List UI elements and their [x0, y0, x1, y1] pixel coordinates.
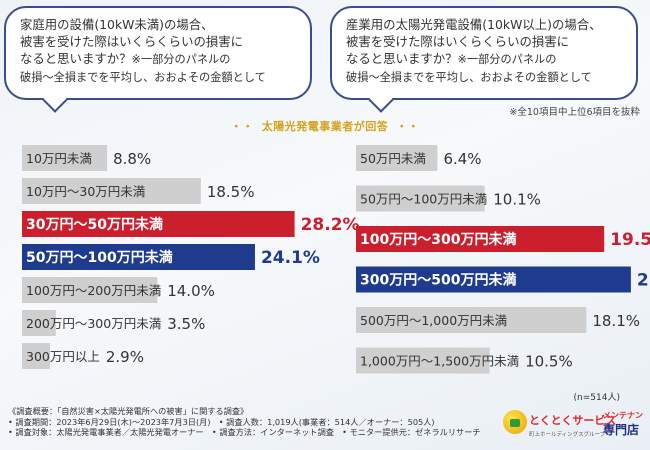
- bar: [22, 277, 158, 303]
- logo-maintenance: メンテナンス: [603, 411, 643, 431]
- bar: [22, 211, 295, 237]
- survey-overview: 《調査概要：「自然災害×太陽光発電所への被害」に関する調査》 • 調査期間：20…: [8, 406, 481, 438]
- bar: [22, 178, 201, 204]
- bar: [356, 145, 438, 171]
- bar: [22, 244, 255, 270]
- value-label: 24.1%: [261, 248, 320, 268]
- bar: [356, 347, 490, 374]
- category-label: 30万円〜50万円未満: [26, 216, 163, 233]
- category-label: 10万円〜30万円未満: [26, 184, 145, 199]
- question-line: 家庭用の設備(10kW未満)の場合、: [20, 17, 214, 32]
- bar: [356, 307, 587, 333]
- survey-line: • 調査期間：2023年6月29日(木)〜2023年7月3日(月) • 調査人数…: [8, 416, 435, 427]
- bar: [22, 343, 51, 369]
- survey-line: • 調査対象：太陽光発電事業者／太陽光発電オーナー • 調査方法：インターネット…: [8, 427, 481, 438]
- question-note: 破損〜全損までを平均し、おおよその金額として: [20, 70, 266, 84]
- question-line: 被害を受けた際はいくらくらいの損害に: [20, 34, 244, 50]
- company-logo: とくとくサービス 町上ホールディングスグループ メンテナンス 専門店: [503, 408, 645, 446]
- value-label: 2.9%: [106, 348, 144, 366]
- value-label: 3.5%: [167, 315, 205, 333]
- value-label: 6.4%: [443, 150, 481, 168]
- category-label: 300万円〜500万円未満: [360, 272, 516, 289]
- question-line: 産業用の太陽光発電設備(10kW以上)の場合、: [346, 17, 602, 32]
- value-label: 18.5%: [207, 183, 255, 201]
- value-label: 10.5%: [525, 353, 573, 371]
- chart-household: 10万円未満 8.8% 10万円〜30万円未満 18.5% 30万円〜50万円未満 28.…: [22, 145, 360, 369]
- logo-brand: とくとくサービス: [529, 414, 617, 427]
- value-label: 28.2%: [301, 215, 360, 235]
- category-label: 50万円〜100万円未満: [360, 192, 487, 207]
- value-label: 14.0%: [167, 282, 215, 300]
- category-label: 50万円未満: [360, 151, 426, 166]
- value-label: 21.6%: [637, 271, 650, 291]
- top-items-footnote: ※全10項目中上位6項目を抜粋: [509, 107, 640, 118]
- category-label: 100万円〜300万円未満: [360, 231, 516, 248]
- bar: [356, 185, 485, 212]
- subtitle-dots: ・・: [230, 120, 254, 133]
- question-bubble-industrial: 産業用の太陽光発電設備(10kW以上)の場合、 被害を受けた際はいくらくらいの損…: [330, 6, 638, 113]
- survey-title: 《調査概要：「自然災害×太陽光発電所への被害」に関する調査》: [8, 406, 249, 416]
- category-label: 100万円〜200万円未満: [26, 283, 161, 298]
- question-line: なると思いますか？※一部分のパネルの: [20, 51, 231, 67]
- subtitle-text: 太陽光発電事業者が回答: [261, 120, 389, 133]
- category-label: 1,000万円〜1,500万円未満: [360, 354, 519, 369]
- category-label: 300万円以上: [26, 349, 100, 364]
- category-label: 500万円〜1,000万円未満: [360, 313, 507, 328]
- category-label: 200万円〜300万円未満: [26, 316, 161, 331]
- category-label: 10万円未満: [26, 151, 92, 166]
- value-label: 10.1%: [493, 191, 541, 209]
- question-note: 破損〜全損までを平均し、おおよその金額として: [346, 70, 592, 84]
- logo-group: 町上ホールディングスグループ: [529, 432, 606, 438]
- bar: [356, 266, 631, 293]
- chart-industrial: 50万円未満 6.4% 50万円〜100万円未満 10.1% 100万円〜300万円未満…: [356, 145, 650, 374]
- bar: [356, 226, 605, 252]
- subtitle-dots: ・・: [396, 120, 420, 133]
- question-line: 被害を受けた際はいくらくらいの損害に: [346, 34, 570, 50]
- value-label: 18.1%: [592, 312, 640, 330]
- category-label: 50万円〜100万円未満: [26, 249, 173, 266]
- logo-mark-icon: [503, 410, 527, 434]
- bar: [22, 310, 56, 336]
- question-bubble-household: 家庭用の設備(10kW未満)の場合、 被害を受けた際はいくらくらいの損害に なる…: [4, 6, 312, 113]
- bar: [22, 145, 108, 171]
- value-label: 8.8%: [113, 150, 151, 168]
- logo-store: 専門店: [603, 423, 640, 437]
- value-label: 19.5%: [610, 230, 650, 250]
- question-line: なると思いますか？※一部分のパネルの: [346, 51, 557, 67]
- respondent-subtitle: ・・ 太陽光発電事業者が回答 ・・: [0, 118, 650, 134]
- sample-size-label: (n=514人): [573, 393, 620, 403]
